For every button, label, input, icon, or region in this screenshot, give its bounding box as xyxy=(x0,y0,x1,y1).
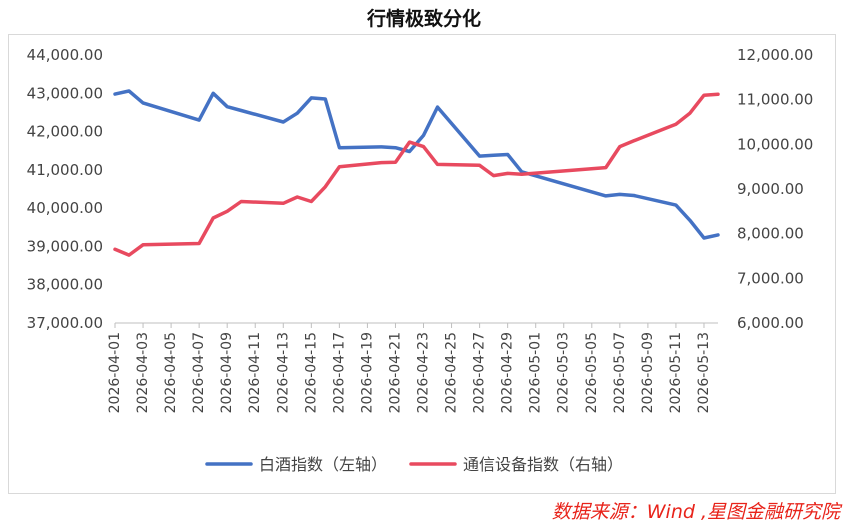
source-note: 数据来源：Wind ,星图金融研究院 xyxy=(552,497,840,524)
x-tick-label: 2026-04-17 xyxy=(331,332,347,413)
y-right-tick-label: 8,000.00 xyxy=(737,225,804,243)
series-lines xyxy=(115,91,718,255)
y-right-tick-label: 10,000.00 xyxy=(737,135,813,153)
legend-label: 白酒指数（左轴） xyxy=(259,455,387,474)
x-tick-label: 2026-05-07 xyxy=(612,332,628,413)
y-left-tick-label: 38,000.00 xyxy=(27,276,103,294)
y-right-tick-label: 9,000.00 xyxy=(737,180,804,198)
series-line-baijiu xyxy=(115,91,718,238)
y-left-tick-label: 40,000.00 xyxy=(27,199,103,217)
x-tick-label: 2026-04-27 xyxy=(472,332,488,413)
y-left-tick-label: 41,000.00 xyxy=(27,161,103,179)
y-right-tick-label: 11,000.00 xyxy=(737,91,813,109)
x-tick-label: 2026-04-23 xyxy=(416,332,432,413)
x-tick-label: 2026-05-03 xyxy=(556,332,572,413)
y-left-tick-label: 42,000.00 xyxy=(27,123,103,141)
y-left-tick-label: 43,000.00 xyxy=(27,84,103,102)
x-tick-label: 2026-04-05 xyxy=(163,332,179,413)
x-tick-label: 2026-04-03 xyxy=(135,332,151,413)
y-right-tick-label: 6,000.00 xyxy=(737,314,804,332)
y-left-tick-label: 39,000.00 xyxy=(27,237,103,255)
x-tick-label: 2026-04-21 xyxy=(387,332,403,413)
legend: 白酒指数（左轴） 通信设备指数（右轴） xyxy=(207,455,623,474)
x-tick-label: 2026-04-25 xyxy=(444,332,460,413)
x-tick-label: 2026-04-19 xyxy=(359,332,375,413)
x-tick-label: 2026-05-05 xyxy=(584,332,600,413)
y-right-tick-label: 12,000.00 xyxy=(737,46,813,64)
x-tick-label: 2026-05-01 xyxy=(528,332,544,413)
x-tick-label: 2026-04-29 xyxy=(500,332,516,413)
x-tick-label: 2026-04-09 xyxy=(219,332,235,413)
y-right-tick-label: 7,000.00 xyxy=(737,269,804,287)
x-tick-label: 2026-05-13 xyxy=(696,332,712,413)
x-tick-label: 2026-04-01 xyxy=(107,332,123,413)
x-tick-label: 2026-04-13 xyxy=(275,332,291,413)
legend-label: 通信设备指数（右轴） xyxy=(463,455,623,474)
x-tick-label: 2026-05-09 xyxy=(640,332,656,413)
x-tick-label: 2026-04-07 xyxy=(191,332,207,413)
x-tick-label: 2026-04-15 xyxy=(303,332,319,413)
series-line-tongxin xyxy=(115,94,718,255)
y-left-tick-label: 44,000.00 xyxy=(27,46,103,64)
x-tick-label: 2026-05-11 xyxy=(668,332,684,413)
x-tick-label: 2026-04-11 xyxy=(247,332,263,413)
y-left-tick-label: 37,000.00 xyxy=(27,314,103,332)
